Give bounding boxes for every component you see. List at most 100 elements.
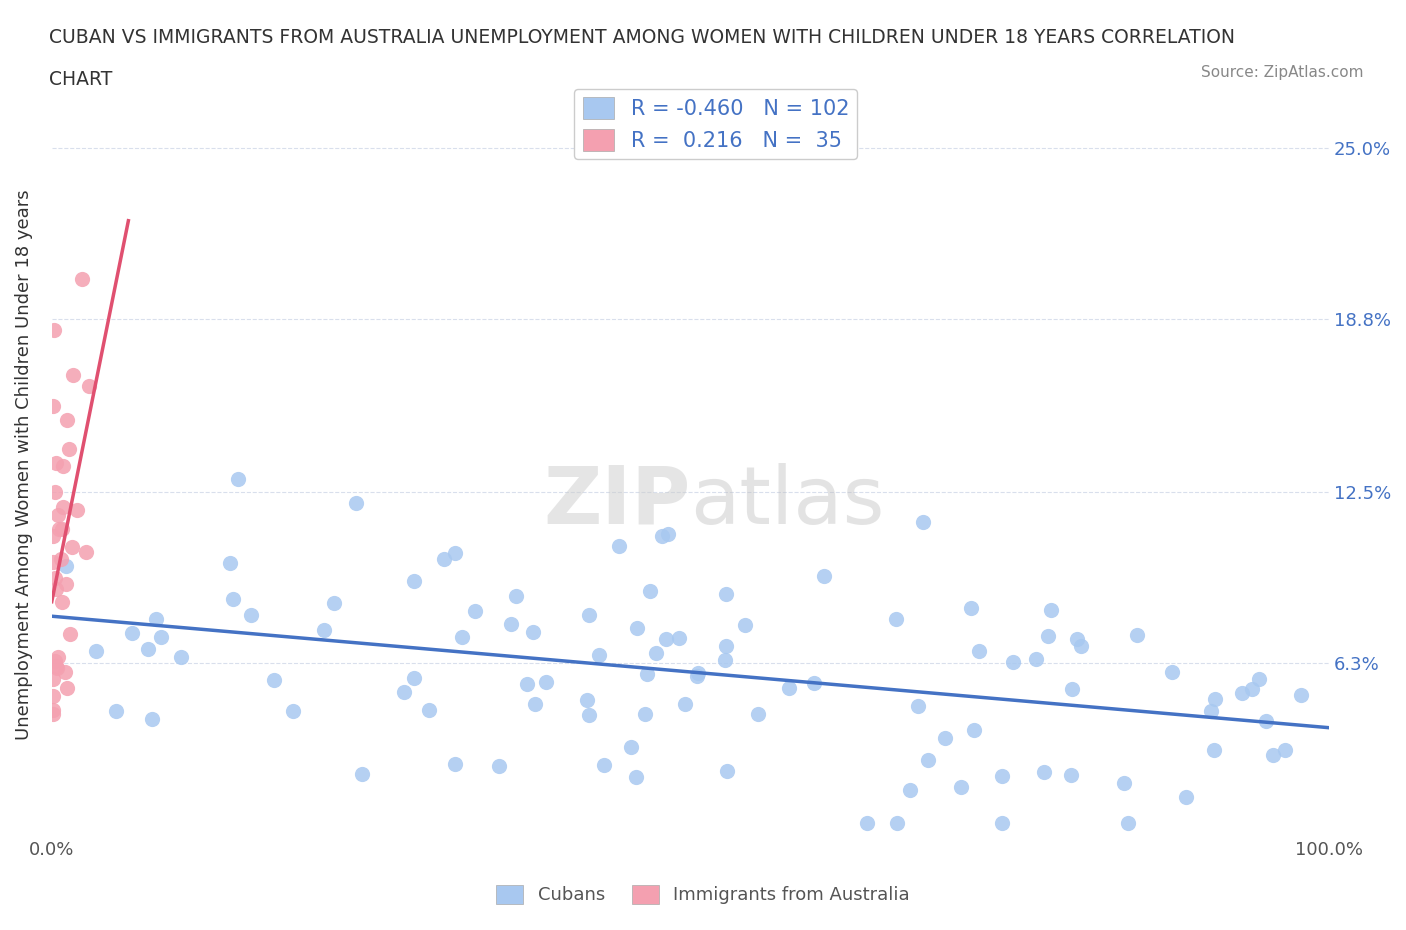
Point [402,574,425,589]
Point [62,367,84,382]
Point [44,485,66,499]
Point [344,496,367,511]
Point [70,272,93,286]
Text: CUBAN VS IMMIGRANTS FROM AUSTRALIA UNEMPLOYMENT AMONG WOMEN WITH CHILDREN UNDER : CUBAN VS IMMIGRANTS FROM AUSTRALIA UNEMP… [49,28,1236,46]
Point [1033,764,1056,779]
Point [170,650,193,665]
Point [1039,603,1062,618]
Point [464,604,486,618]
Point [575,693,598,708]
Point [778,680,800,695]
Point [803,676,825,691]
Point [1060,682,1083,697]
Point [60,539,83,554]
Point [51,594,73,609]
Point [51,521,73,536]
Point [912,514,935,529]
Point [1002,655,1025,670]
Point [505,589,527,604]
Point [716,586,738,601]
Point [58,627,80,642]
Point [141,711,163,726]
Point [1289,687,1312,702]
Point [626,620,648,635]
Point [934,731,956,746]
Point [1066,631,1088,646]
Point [1070,639,1092,654]
Point [634,707,657,722]
Point [56,413,79,428]
Point [121,625,143,640]
Point [524,697,547,711]
Point [42,707,65,722]
Point [52,499,75,514]
Point [55,558,77,573]
Point [714,639,737,654]
Point [620,740,643,755]
Point [46,508,69,523]
Point [578,708,600,723]
Point [578,608,600,623]
Point [714,653,737,668]
Point [323,595,346,610]
Point [1112,776,1135,790]
Point [418,702,440,717]
Point [263,672,285,687]
Point [1126,628,1149,643]
Text: CHART: CHART [49,70,112,88]
Point [1175,790,1198,804]
Point [48,650,70,665]
Point [747,707,769,722]
Point [48,522,70,537]
Point [673,697,696,711]
Point [219,556,242,571]
Point [624,769,647,784]
Point [499,617,522,631]
Point [52,458,75,473]
Point [312,622,335,637]
Point [1060,768,1083,783]
Legend: R = -0.460   N = 102, R =  0.216   N =  35: R = -0.460 N = 102, R = 0.216 N = 35 [574,89,858,159]
Point [53,664,76,679]
Point [56,681,79,696]
Point [66,502,89,517]
Point [886,815,908,830]
Point [45,659,67,674]
Point [150,630,173,644]
Point [75,545,97,560]
Point [900,782,922,797]
Point [450,629,472,644]
Point [1230,685,1253,700]
Point [950,779,973,794]
Point [855,815,877,830]
Point [44,323,66,338]
Point [990,815,1012,830]
Point [42,702,65,717]
Point [239,607,262,622]
Point [645,646,668,661]
Point [884,612,907,627]
Point [1025,652,1047,667]
Point [136,642,159,657]
Point [45,456,67,471]
Point [917,753,939,768]
Point [991,769,1014,784]
Point [444,757,467,772]
Point [1160,664,1182,679]
Point [963,723,986,737]
Point [104,704,127,719]
Point [45,581,67,596]
Text: Source: ZipAtlas.com: Source: ZipAtlas.com [1201,65,1364,80]
Point [42,671,65,686]
Point [84,644,107,658]
Point [58,442,80,457]
Point [734,618,756,632]
Point [967,644,990,658]
Point [1118,815,1140,830]
Point [657,526,679,541]
Point [592,757,614,772]
Point [685,669,707,684]
Point [444,546,467,561]
Point [222,591,245,606]
Point [655,631,678,646]
